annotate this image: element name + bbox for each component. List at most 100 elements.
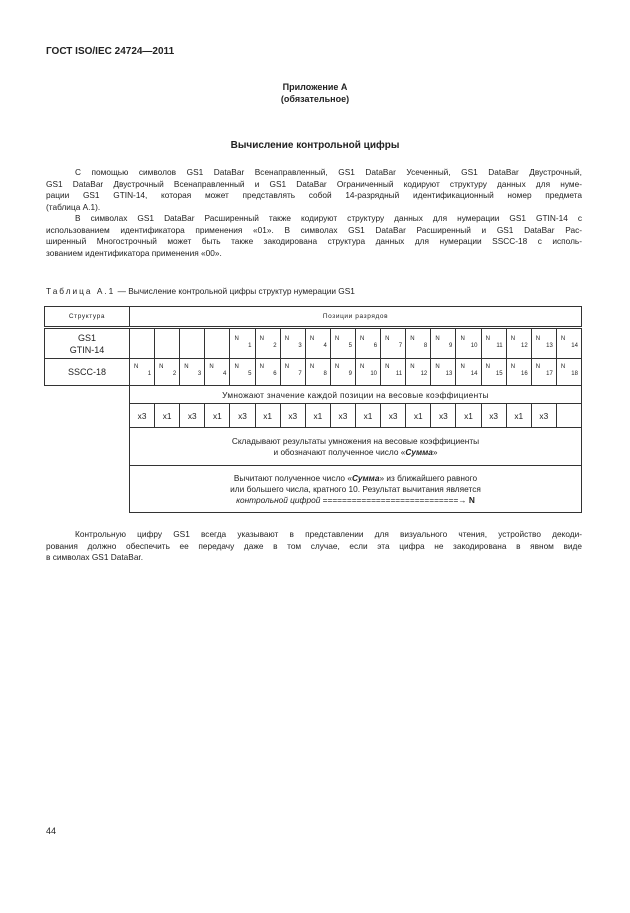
position-cell: N 16: [505, 358, 532, 386]
position-letter: N: [259, 335, 264, 342]
position-cell: N 15: [480, 358, 507, 386]
position-index: 10: [370, 371, 378, 377]
position-cell: N 13: [430, 358, 457, 386]
closing-paragraph: Контрольную цифру GS1 всегда указывают в…: [46, 529, 582, 564]
multiply-instruction: Умножают значение каждой позиции на весо…: [129, 385, 582, 404]
position-index: 14: [571, 342, 578, 349]
gtin-label: GS1 GTIN-14: [44, 327, 130, 359]
position-label: N 10: [358, 364, 378, 378]
position-letter: N: [410, 335, 415, 342]
label-line: GTIN-14: [69, 344, 105, 355]
position-index: 12: [521, 342, 528, 349]
position-index: 4: [223, 371, 227, 377]
text-line: использованием идентификатора применения…: [46, 224, 582, 235]
weight-cell: [555, 403, 583, 428]
position-letter: N: [309, 364, 315, 370]
position-label: N 15: [484, 364, 504, 378]
weight-cell: x1: [505, 403, 532, 428]
position-letter: N: [435, 364, 440, 370]
text-line: Складывают результаты умножения на весов…: [231, 435, 480, 446]
position-letter: N: [535, 335, 541, 342]
paragraph-2: В символах GS1 DataBar Расширенный также…: [46, 213, 582, 259]
empty-cell: [44, 465, 130, 513]
position-letter: N: [309, 335, 315, 342]
header-positions: Позиции разрядов: [129, 306, 582, 329]
position-index: 1: [147, 371, 152, 377]
weight-cell: x3: [179, 403, 206, 428]
position-index: 11: [496, 342, 503, 349]
position-cell: N 18: [555, 358, 583, 386]
position-letter: N: [460, 335, 465, 342]
position-index: 7: [398, 342, 403, 349]
position-letter: N: [360, 364, 365, 370]
weight-cell: x1: [455, 403, 482, 428]
text-line: или большего числа, кратного 10. Результ…: [230, 483, 481, 494]
weight-cell: x3: [128, 403, 156, 428]
text-line: зованием идентификатора применения «00».: [46, 247, 222, 258]
position-letter: N: [385, 335, 390, 342]
position-cell: [128, 327, 156, 359]
weight-cell: x1: [304, 403, 331, 428]
position-cell: [179, 327, 206, 359]
position-label: N 13: [433, 364, 453, 378]
position-letter: N: [510, 335, 516, 342]
page-number: 44: [46, 826, 57, 836]
sum-term: Сумма: [351, 472, 380, 483]
position-index: 17: [546, 371, 553, 377]
position-cell: N 10: [354, 358, 382, 386]
position-cell: N 12: [505, 327, 532, 359]
position-letter: N: [234, 335, 239, 342]
position-letter: N: [209, 364, 214, 370]
position-letter: N: [560, 364, 566, 370]
position-letter: N: [284, 335, 290, 342]
weight-cell: x1: [204, 403, 231, 428]
caption-text: — Вычисление контрольной цифры структур …: [115, 286, 355, 296]
position-index: 15: [495, 371, 503, 377]
position-label: N 12: [509, 336, 529, 350]
position-label: N 14: [559, 336, 579, 350]
label-line: GS1: [77, 332, 96, 343]
position-index: 8: [323, 371, 327, 377]
weight-cell: x1: [354, 403, 382, 428]
position-letter: N: [485, 364, 490, 370]
weight-cell: x1: [154, 403, 181, 428]
position-cell: N 11: [380, 358, 407, 386]
weight-cell: x3: [480, 403, 507, 428]
position-label: N 16: [509, 364, 529, 378]
appendix-title: Приложение А: [282, 82, 348, 92]
position-letter: N: [334, 335, 340, 342]
position-label: N 17: [534, 364, 554, 378]
position-cell: N 10: [455, 327, 482, 359]
position-letter: N: [360, 335, 365, 342]
position-letter: N: [510, 364, 516, 370]
position-letter: N: [410, 364, 415, 370]
position-letter: N: [435, 335, 440, 342]
position-index: 3: [298, 342, 302, 349]
text-line: В символах GS1 DataBar Расширенный также…: [75, 213, 582, 223]
text-line: Контрольную цифру GS1 всегда указывают в…: [75, 529, 582, 539]
paragraph-1: С помощью символов GS1 DataBar Всенаправ…: [46, 167, 582, 213]
weight-cell: x1: [254, 403, 281, 428]
caption-label: Таблица А.1: [46, 286, 116, 296]
weight-cell: x3: [329, 403, 356, 428]
position-index: 13: [445, 371, 453, 377]
